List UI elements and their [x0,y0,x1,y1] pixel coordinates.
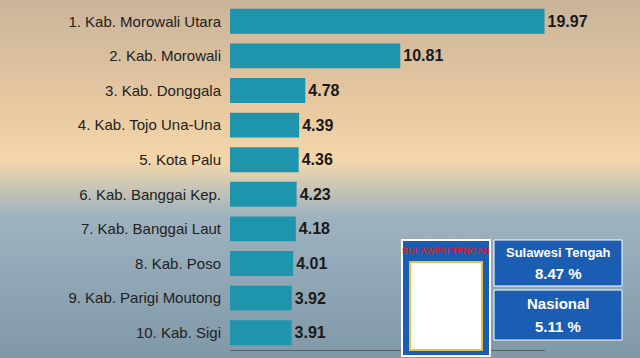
svg-text:9. Kab. Parigi Moutong: 9. Kab. Parigi Moutong [68,289,221,306]
svg-text:8. Kab. Poso: 8. Kab. Poso [135,255,221,272]
svg-text:4.78: 4.78 [308,82,339,99]
svg-text:10. Kab. Sigi: 10. Kab. Sigi [136,324,221,341]
svg-text:7. Kab. Banggai Laut: 7. Kab. Banggai Laut [81,220,222,237]
svg-text:3.92: 3.92 [295,290,326,307]
svg-text:4. Kab. Tojo Una-Una: 4. Kab. Tojo Una-Una [78,116,222,133]
svg-text:SULAWESI TENGAH: SULAWESI TENGAH [402,246,490,256]
svg-text:4.18: 4.18 [299,220,330,237]
svg-text:2. Kab. Morowali: 2. Kab. Morowali [109,47,221,64]
svg-text:5.11 %: 5.11 % [535,318,581,335]
svg-text:19.97: 19.97 [548,13,588,30]
svg-text:4.36: 4.36 [302,151,333,168]
svg-text:6. Kab. Banggai Kep.: 6. Kab. Banggai Kep. [79,186,221,203]
svg-text:Sulawesi Tengah: Sulawesi Tengah [506,245,611,260]
svg-text:Nasional: Nasional [527,295,590,312]
svg-text:5. Kota Palu: 5. Kota Palu [139,151,221,168]
svg-text:10.81: 10.81 [403,47,443,64]
svg-text:3. Kab. Donggala: 3. Kab. Donggala [105,82,222,99]
svg-text:4.23: 4.23 [300,186,331,203]
svg-text:1. Kab. Morowali Utara: 1. Kab. Morowali Utara [68,13,221,30]
svg-text:3.91: 3.91 [295,324,326,341]
svg-text:4.39: 4.39 [302,117,333,134]
svg-text:4.01: 4.01 [296,255,327,272]
svg-text:8.47 %: 8.47 % [535,265,582,282]
